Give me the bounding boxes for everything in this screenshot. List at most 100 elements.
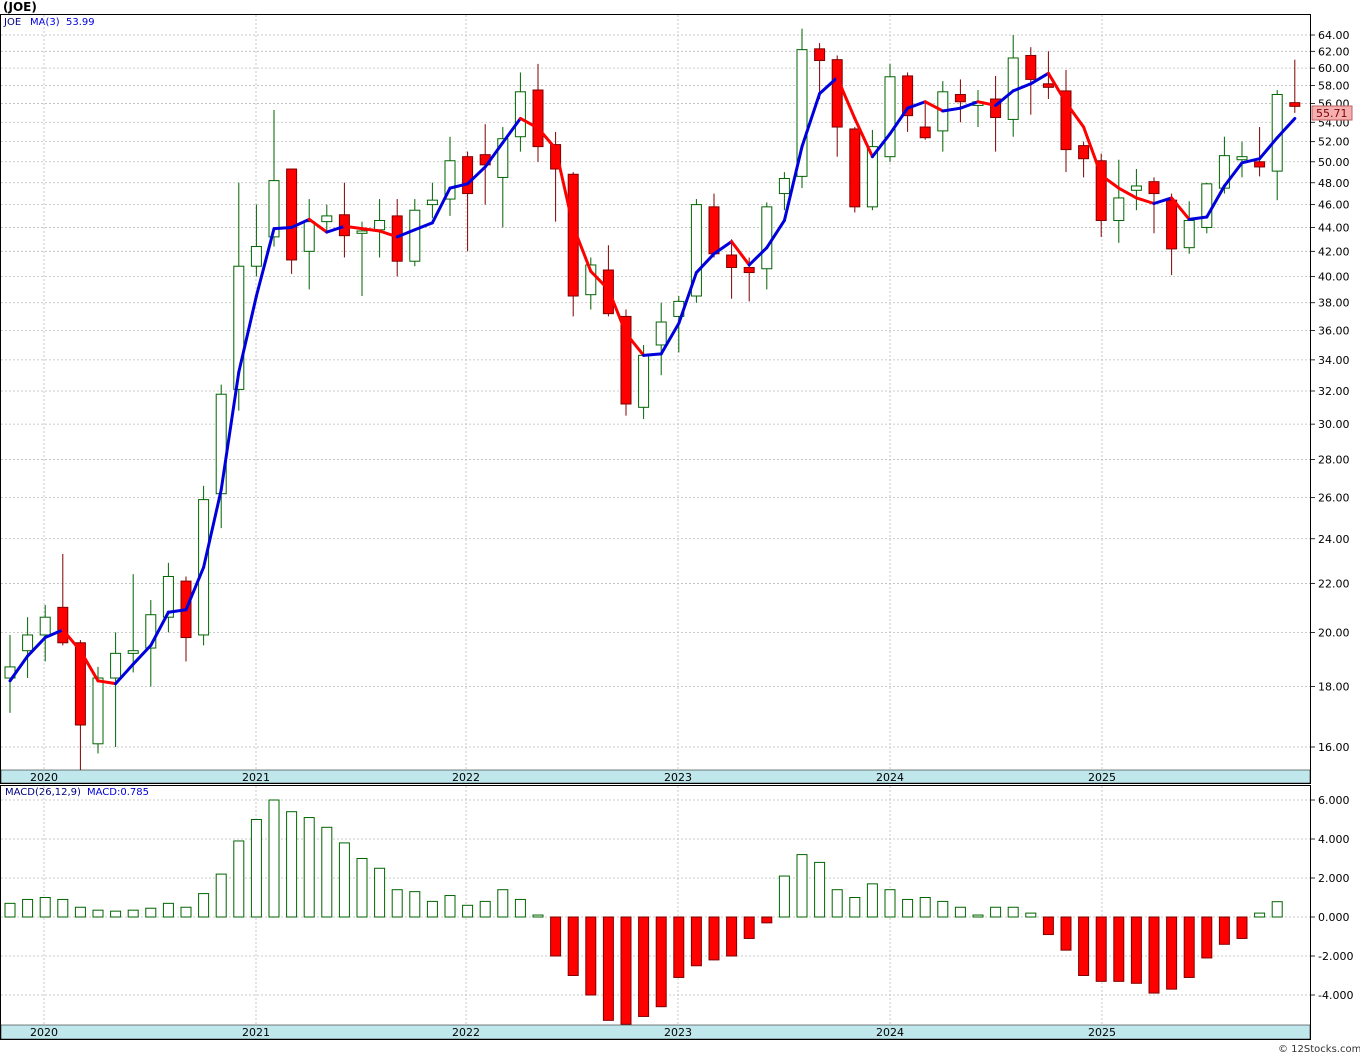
candle-body	[919, 126, 931, 139]
candle-body	[954, 93, 966, 103]
ma-segment	[413, 221, 434, 232]
up-candle	[937, 81, 949, 152]
ma-segment	[554, 147, 575, 228]
macd-bar-positive	[162, 902, 174, 918]
macd-bar-positive	[215, 873, 227, 918]
candle-body	[708, 206, 720, 255]
macd-value: MACD:0.785	[87, 787, 149, 798]
price-tick-label: 44.00	[1318, 221, 1350, 234]
ma-segment	[994, 89, 1015, 107]
ma-segment	[290, 217, 311, 229]
macd-bar-negative	[1183, 916, 1195, 978]
ma-segment	[518, 116, 540, 130]
candle-body	[585, 264, 597, 296]
macd-bar-negative	[1236, 916, 1248, 939]
ma-segment	[1205, 184, 1226, 219]
year-label: 2023	[664, 771, 692, 784]
candle-body	[268, 180, 280, 238]
year-label: 2024	[876, 771, 904, 784]
ma-segment	[342, 224, 364, 231]
macd-bar-positive	[954, 906, 966, 918]
up-candle	[972, 90, 984, 128]
macd-bars	[4, 799, 1283, 1025]
year-label: 2025	[1088, 1026, 1116, 1039]
candle-body	[814, 48, 826, 62]
down-candle	[1166, 193, 1178, 276]
last-price-tag	[1311, 105, 1353, 121]
macd-bar-positive	[972, 914, 984, 918]
ma-segment	[730, 240, 751, 267]
macd-bar-positive	[462, 904, 474, 918]
year-label: 2024	[876, 1026, 904, 1039]
macd-bar-positive	[831, 889, 843, 918]
ma-segment	[448, 182, 470, 190]
down-candle	[990, 75, 1002, 152]
macd-bar-negative	[1042, 916, 1054, 936]
candle-body	[74, 642, 86, 726]
candle-body	[1095, 160, 1107, 221]
candle-body	[1113, 197, 1125, 221]
candles	[4, 28, 1301, 774]
macd-tick-label: 0.000	[1318, 911, 1350, 924]
watermark: © 12Stocks.com	[1278, 1044, 1360, 1055]
ma-segment	[202, 488, 223, 569]
up-candle	[884, 63, 896, 162]
candle-body	[884, 76, 896, 158]
candle-body	[57, 606, 69, 644]
macd-bar-positive	[198, 893, 210, 918]
up-candle	[1183, 201, 1195, 254]
macd-bar-positive	[1254, 912, 1266, 918]
candle-body	[831, 59, 843, 128]
legend-ma-label: MA(3)	[30, 17, 60, 28]
down-candle	[954, 79, 966, 123]
ma-segment	[677, 271, 698, 325]
price-grid	[1, 15, 1310, 770]
ma-segment	[747, 246, 769, 267]
candle-body	[778, 177, 790, 195]
up-candle	[127, 574, 139, 673]
candle-body	[426, 199, 438, 206]
price-tick-label: 64.00	[1318, 29, 1350, 42]
up-candle	[1271, 90, 1283, 201]
up-candle	[356, 221, 368, 297]
ma-segment	[870, 132, 892, 159]
up-candle	[778, 172, 790, 211]
up-candle	[303, 199, 315, 290]
ma-segment	[835, 76, 857, 120]
candle-body	[550, 144, 562, 170]
macd-bar-negative	[585, 916, 597, 996]
price-tick-label: 48.00	[1318, 177, 1350, 190]
ma-segment	[642, 352, 663, 357]
candle-body	[39, 616, 51, 636]
macd-bar-negative	[1113, 916, 1125, 982]
ma-segment	[1240, 157, 1262, 165]
up-candle	[655, 302, 667, 376]
macd-bar-positive	[127, 909, 139, 918]
up-candle	[1236, 141, 1248, 178]
candle-body	[162, 575, 174, 618]
ma-segment	[466, 165, 487, 186]
candle-body	[1236, 156, 1248, 161]
down-candle	[1289, 59, 1301, 113]
candle-body	[620, 315, 632, 405]
macd-bar-negative	[690, 916, 702, 967]
ma-segment	[483, 141, 505, 169]
macd-bar-positive	[902, 898, 914, 918]
candle-body	[127, 650, 139, 654]
down-candle	[831, 55, 843, 157]
price-tick-label: 50.00	[1318, 156, 1350, 169]
ma-segment	[765, 218, 786, 250]
ma-segment	[307, 217, 329, 234]
macd-bar-positive	[110, 910, 122, 918]
price-tick-label: 32.00	[1318, 385, 1350, 398]
candle-body	[1201, 183, 1213, 228]
up-candle	[374, 199, 386, 258]
ma-segment	[114, 662, 135, 686]
ma-segment	[958, 100, 980, 110]
price-tick-label: 46.00	[1318, 199, 1350, 212]
ma-segment	[1275, 116, 1297, 140]
macd-grid	[1, 786, 1310, 1025]
symbol-label: (JOE)	[3, 0, 37, 14]
ma-segment	[659, 321, 681, 356]
ma-segment	[1082, 125, 1103, 177]
